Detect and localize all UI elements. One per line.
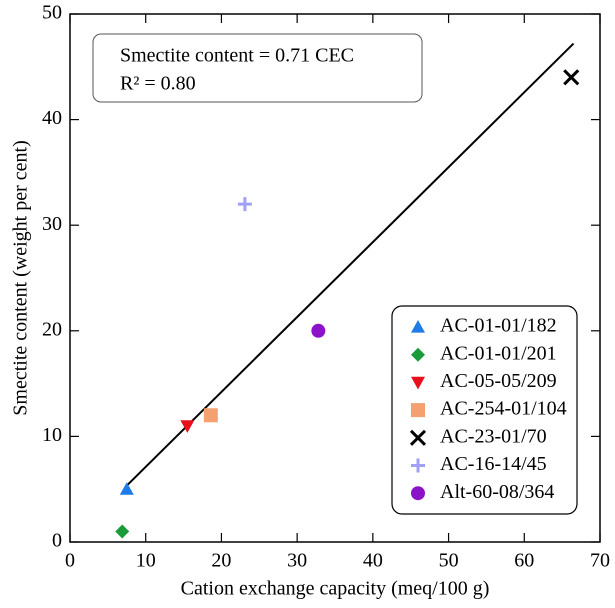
y-tick-label: 10 [42,424,62,446]
legend-marker [411,320,425,333]
y-tick-label: 0 [52,530,62,552]
legend-label: AC-16-14/45 [440,453,547,475]
x-tick-label: 70 [590,550,610,572]
legend-marker [411,403,425,418]
annotation: Smectite content = 0.71 CEC [120,45,354,67]
legend-marker [411,347,425,362]
y-tick-label: 50 [42,2,62,24]
y-tick-label: 30 [42,213,62,235]
legend-marker [411,376,425,390]
marker [237,197,252,212]
fit-line [124,42,575,488]
marker [563,69,580,86]
marker [115,524,130,539]
legend-label: AC-254-01/104 [440,398,567,420]
marker [180,420,195,433]
annotation: R² = 0.80 [120,73,196,95]
marker [119,482,134,495]
x-tick-label: 30 [287,550,307,572]
y-tick-label: 20 [42,318,62,340]
x-tick-label: 50 [439,550,459,572]
legend-label: AC-01-01/182 [440,315,557,337]
legend-label: AC-05-05/209 [440,370,557,392]
marker [311,323,326,338]
legend-box [391,305,578,515]
x-tick-label: 20 [211,550,231,572]
y-axis-label: Smectite content (weight per cent) [10,140,32,415]
legend-marker [411,486,425,501]
marker [203,408,218,423]
legend-marker [409,429,427,446]
legend-label: AC-23-01/70 [440,425,547,447]
y-tick-label: 40 [42,107,62,129]
x-tick-label: 10 [136,550,156,572]
plot-frame [69,13,601,543]
annotation-box [92,33,423,103]
x-tick-label: 0 [65,550,75,572]
x-axis-label: Cation exchange capacity (meq/100 g) [181,578,490,600]
x-tick-label: 60 [514,550,534,572]
x-tick-label: 40 [363,550,383,572]
legend-label: Alt-60-08/364 [440,481,554,503]
legend-marker [411,458,425,473]
legend-label: AC-01-01/201 [440,342,557,364]
